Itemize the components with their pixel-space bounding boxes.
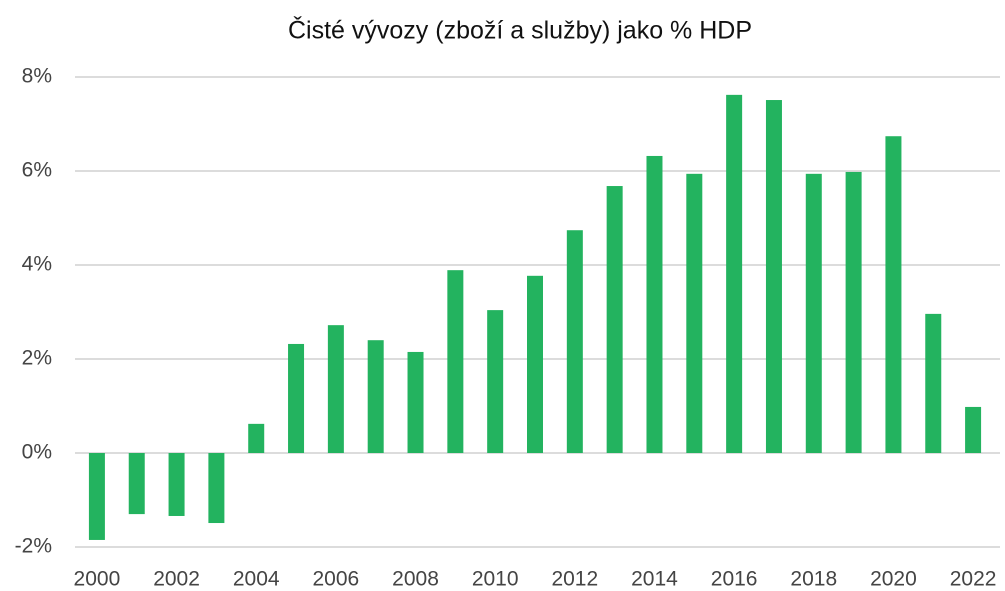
y-tick-label: -2% (15, 535, 52, 558)
x-tick-label: 2002 (153, 568, 200, 591)
y-tick-label: 2% (22, 347, 52, 370)
bar (327, 325, 344, 453)
bar (88, 453, 105, 540)
bar (726, 94, 743, 454)
bar (885, 136, 902, 453)
x-tick-label: 2016 (711, 568, 758, 591)
bar (128, 453, 145, 515)
bar (367, 340, 384, 453)
bar (805, 173, 822, 453)
x-tick-label: 2000 (74, 568, 121, 591)
x-tick-label: 2006 (313, 568, 360, 591)
bar (208, 453, 225, 524)
x-tick-label: 2004 (233, 568, 280, 591)
bar (487, 310, 504, 453)
bar (566, 230, 583, 453)
x-tick-label: 2014 (631, 568, 678, 591)
y-tick-label: 4% (22, 253, 52, 276)
bar (765, 100, 782, 453)
chart-title: Čisté vývozy (zboží a služby) jako % HDP (288, 16, 752, 45)
x-tick-label: 2010 (472, 568, 519, 591)
y-tick-label: 6% (22, 159, 52, 182)
bar (527, 275, 543, 453)
x-tick-label: 2022 (950, 568, 997, 591)
bar (248, 423, 265, 453)
y-tick-label: 8% (22, 65, 52, 88)
bar (845, 171, 862, 453)
bar (925, 313, 942, 453)
bar (407, 351, 424, 453)
bar (965, 406, 982, 453)
bar (606, 186, 623, 454)
bar (168, 453, 185, 516)
x-tick-label: 2008 (392, 568, 439, 591)
x-tick-label: 2018 (790, 568, 837, 591)
x-tick-label: 2012 (551, 568, 598, 591)
bar (686, 173, 703, 453)
y-tick-label: 0% (22, 441, 52, 464)
bar (447, 270, 464, 453)
bar (646, 155, 663, 453)
x-tick-label: 2020 (870, 568, 917, 591)
bar (288, 343, 305, 453)
